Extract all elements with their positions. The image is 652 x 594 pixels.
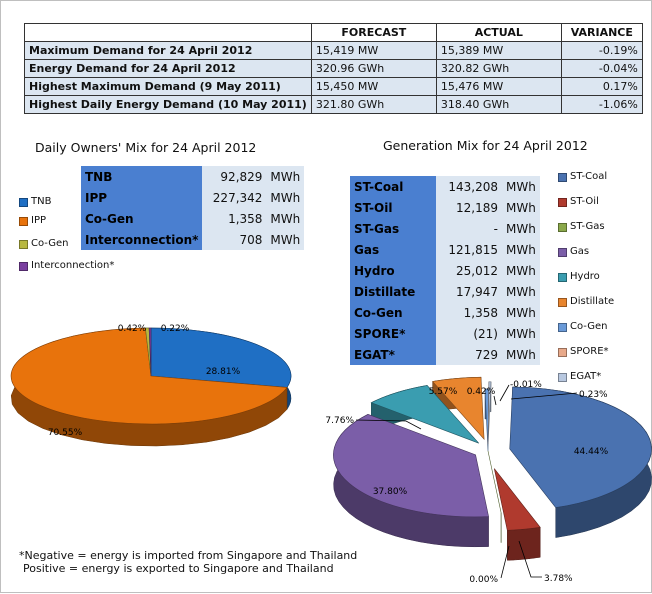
pie-leader-line xyxy=(501,546,509,578)
pie-data-label: 0.00% xyxy=(469,575,498,585)
pie-data-label: 0.22% xyxy=(161,324,190,334)
pie-data-label: -0.01% xyxy=(510,380,542,390)
pie-data-label: 0.42% xyxy=(467,387,496,397)
footnote-line-1: *Negative = energy is imported from Sing… xyxy=(19,549,357,562)
pie-data-label: 7.76% xyxy=(325,416,354,426)
footnote: *Negative = energy is imported from Sing… xyxy=(19,549,357,575)
pie-data-label: 70.55% xyxy=(48,428,83,438)
footnote-line-2: Positive = energy is exported to Singapo… xyxy=(19,562,357,575)
pie-leader-line xyxy=(494,396,496,405)
pie-data-label: 0.42% xyxy=(118,324,147,334)
pie-data-label: 0.23% xyxy=(579,390,608,400)
pie-data-label: 37.80% xyxy=(373,487,408,497)
pie-data-label: 28.81% xyxy=(206,367,241,377)
pie-data-label: 3.78% xyxy=(544,574,573,584)
pie-data-label: 44.44% xyxy=(574,447,609,457)
pie-data-label: 5.57% xyxy=(429,387,458,397)
pie-leader-line xyxy=(500,385,509,401)
